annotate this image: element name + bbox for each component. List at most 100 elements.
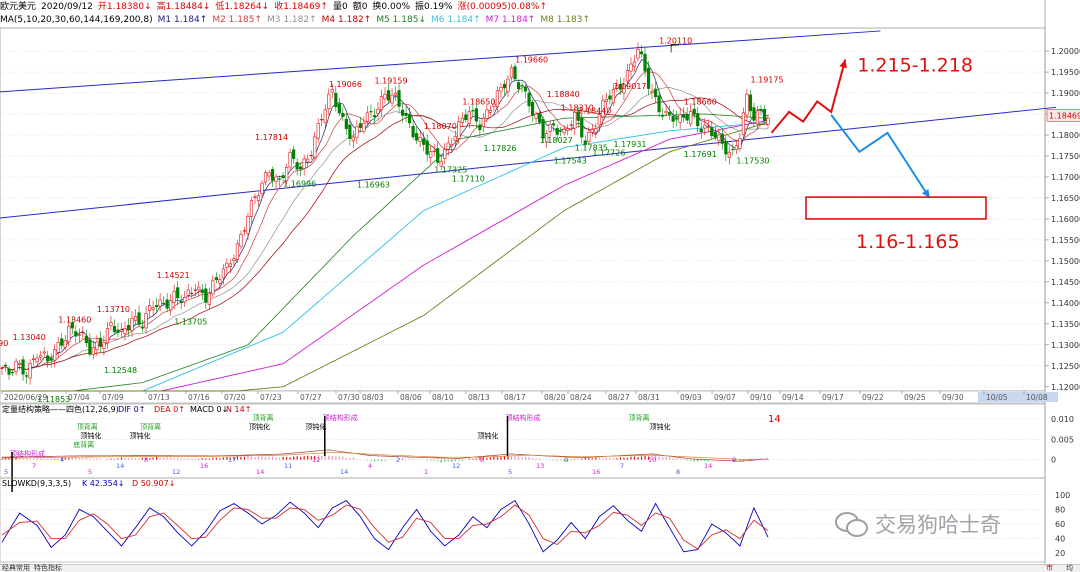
candle-body — [306, 158, 310, 163]
candle-body — [341, 112, 345, 117]
macd-signal-label: 顶结构形成 — [323, 413, 358, 422]
candle-body — [488, 109, 493, 113]
candle-body — [460, 117, 464, 123]
forecast-up-path — [770, 59, 847, 134]
price-annotation: 1.17530 — [736, 157, 769, 166]
price-annotation: 1.17726 — [592, 148, 625, 157]
price-tick-label: 1.19000 — [1051, 89, 1080, 98]
price-annotation: 1.17110 — [452, 174, 485, 183]
macd-count-label: 17 — [228, 456, 236, 464]
date-tick-label: 07/23 — [260, 393, 282, 402]
date-tick-label: 09/03 — [680, 393, 702, 402]
tab-classic[interactable]: 经典常用 — [2, 564, 30, 572]
candle-body — [671, 115, 675, 122]
candle-body — [513, 66, 517, 80]
candle-body — [759, 108, 763, 112]
candle-body — [190, 292, 194, 295]
candle-body — [573, 112, 577, 129]
macd-count-label: 14 — [116, 462, 124, 470]
row1-item: 开1.18380↓ — [97, 2, 152, 12]
date-tick-label: 07/27 — [300, 393, 322, 402]
candle-body — [467, 111, 471, 124]
row2-item: M7 1.184↑ — [485, 15, 536, 25]
candle-body — [703, 124, 707, 129]
candle-body — [32, 358, 36, 360]
candle-body — [123, 328, 127, 334]
candle-body — [88, 339, 92, 355]
row1-item: 量0 — [332, 2, 348, 12]
candle-body — [738, 138, 742, 149]
tab-average[interactable]: 均 — [1066, 564, 1073, 572]
candle-body — [84, 335, 88, 344]
macd-readout: N 14↑ — [226, 405, 251, 414]
candle-body — [485, 109, 489, 119]
macd-count-label: 12 — [172, 468, 180, 476]
candle-body — [608, 95, 612, 100]
candle-body — [506, 78, 510, 92]
candle-body — [67, 325, 71, 342]
candle-body — [650, 90, 654, 93]
candle-body — [197, 286, 201, 291]
price-header: 欧元美元 2020/09/12 开1.18380↓ 高1.18484↓ 低1.18264… — [0, 0, 552, 14]
date-tick-label: 10/05 — [986, 393, 1008, 402]
peak-marker — [670, 44, 680, 53]
candle-body — [464, 114, 468, 121]
price-annotation: 2690 — [0, 339, 8, 348]
macd-count-label: 8 — [480, 456, 484, 464]
row1-item: 2020/09/12 — [41, 2, 93, 12]
macd-tick-label: 0.010 — [1051, 415, 1074, 424]
row2-item: M8 1.183↑ — [540, 15, 591, 25]
macd-count-label: 7 — [32, 462, 36, 470]
candle-body — [313, 136, 317, 158]
candle-body — [601, 100, 605, 118]
candle-body — [49, 358, 53, 361]
ma-20-line — [1, 87, 769, 371]
kd-D-line — [1, 504, 769, 550]
candle-body — [632, 61, 637, 67]
candle-body — [657, 95, 661, 113]
candle-body — [443, 149, 447, 159]
price-annotation: 1.16963 — [357, 181, 390, 190]
candle-body — [292, 149, 296, 159]
candle-body — [193, 289, 197, 291]
macd-count-label: 16 — [592, 468, 600, 476]
candle-body — [344, 118, 348, 129]
candle-body — [242, 230, 247, 232]
candle-body — [436, 148, 440, 163]
date-tick-label: 08/27 — [608, 393, 630, 402]
date-tick-label: 08/17 — [504, 393, 526, 402]
candle-body — [158, 299, 162, 307]
candle-body — [699, 128, 703, 133]
candle-body — [604, 98, 608, 102]
macd-count-label: 13 — [536, 462, 544, 470]
price-annotation: 1.18027 — [540, 136, 573, 145]
candle-body — [636, 48, 640, 59]
tab-feature[interactable]: 特色指标 — [34, 564, 62, 572]
price-tick-label: 1.16000 — [1051, 215, 1080, 224]
candle-body — [748, 94, 753, 112]
candle-body — [46, 355, 50, 362]
ma-30-line — [1, 97, 769, 371]
candle-body — [594, 128, 598, 133]
watermark: 交易狗哈士奇 — [835, 505, 1050, 543]
candle-body — [415, 133, 419, 141]
kd-readout: D 50.907↓ — [132, 479, 175, 488]
candle-body — [309, 154, 313, 157]
candle-body — [140, 327, 145, 329]
candle-body — [422, 138, 426, 145]
candle-body — [0, 367, 4, 369]
price-tick-label: 1.12500 — [1051, 362, 1080, 371]
candle-body — [696, 113, 700, 127]
price-annotation: 1.17325 — [434, 166, 467, 175]
candle-body — [629, 63, 633, 72]
candle-body — [450, 144, 454, 147]
macd-signal-label: 顶背离 — [253, 413, 274, 422]
future-date-shade — [1018, 392, 1058, 402]
candle-body — [3, 364, 8, 367]
candle-body — [495, 90, 500, 107]
kd-K-line — [1, 499, 769, 553]
price-tick-label: 1.17000 — [1051, 173, 1080, 182]
tab-market[interactable]: 市 — [1046, 564, 1053, 572]
candle-body — [555, 128, 559, 135]
row2-item: MA(5,10,20,30,60,144,169,200,8) — [0, 15, 153, 25]
